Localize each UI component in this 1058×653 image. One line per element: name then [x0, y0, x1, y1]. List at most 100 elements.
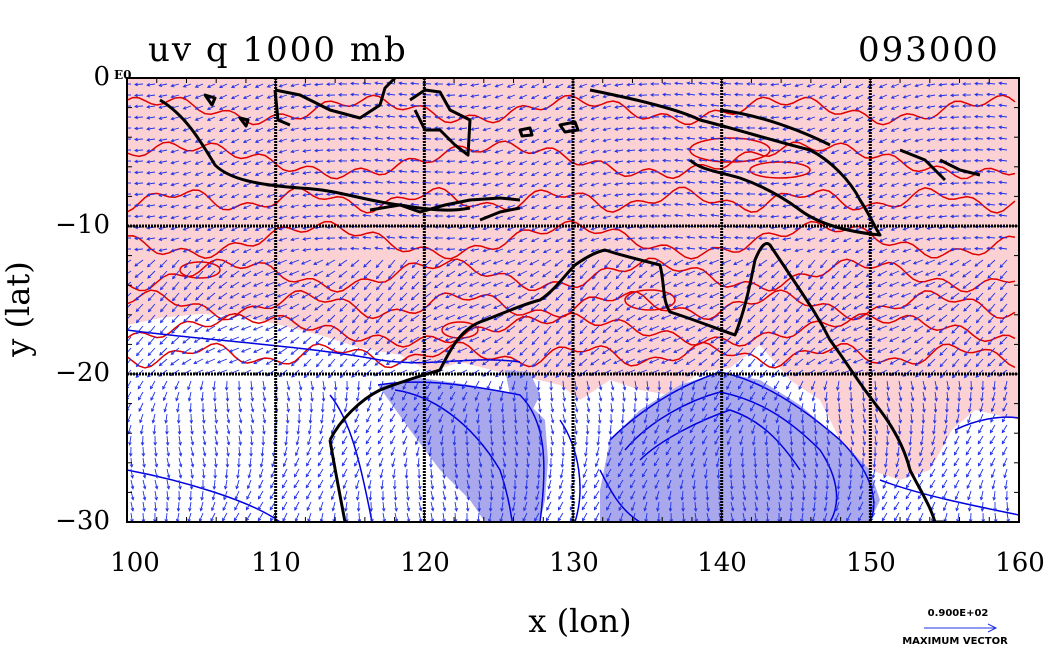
wind-vector — [637, 303, 648, 310]
wind-vector — [902, 358, 912, 366]
wind-vector — [835, 490, 840, 501]
wind-vector — [159, 281, 168, 291]
wind-vector — [385, 358, 396, 366]
wind-vector — [538, 435, 543, 446]
wind-vector — [526, 457, 530, 468]
wind-vector — [872, 457, 877, 468]
wind-vector — [950, 181, 960, 186]
wind-vector — [465, 501, 470, 512]
wind-vector — [974, 103, 984, 108]
wind-vector — [951, 347, 960, 357]
wind-vector — [562, 435, 566, 446]
wind-vector — [986, 158, 996, 163]
wind-vector — [686, 246, 696, 251]
wind-vector — [578, 160, 588, 165]
wind-vector — [625, 325, 636, 332]
wind-vector — [877, 270, 888, 277]
wind-vector — [341, 457, 348, 467]
wind-vector — [602, 138, 612, 143]
wind-vector — [429, 468, 434, 479]
wind-vector — [367, 468, 372, 479]
wind-vector — [713, 402, 720, 412]
wind-vector — [962, 82, 971, 86]
wind-vector — [493, 303, 504, 309]
wind-vector — [480, 281, 492, 287]
wind-vector — [182, 149, 192, 154]
wind-vector — [290, 160, 300, 165]
wind-vector — [561, 380, 566, 391]
wind-vector — [662, 147, 672, 152]
wind-vector — [999, 292, 1008, 302]
wind-vector — [205, 347, 216, 353]
wind-vector — [201, 468, 206, 479]
wind-vector — [375, 314, 384, 324]
wind-vector — [445, 270, 456, 277]
wind-vector — [374, 136, 384, 141]
wind-vector — [548, 468, 552, 479]
wind-vector — [350, 270, 360, 279]
wind-vector — [684, 281, 696, 287]
wind-vector — [878, 83, 888, 88]
wind-vector — [902, 105, 912, 110]
wind-vector — [190, 457, 195, 468]
wind-vector — [955, 413, 960, 424]
wind-vector — [558, 490, 564, 500]
wind-vector — [630, 490, 636, 500]
wind-vector — [507, 358, 516, 367]
wind-vector — [962, 270, 972, 278]
wind-vector — [702, 402, 708, 412]
wind-vector — [194, 171, 204, 176]
wind-vector — [182, 314, 192, 323]
wind-vector — [530, 237, 540, 243]
wind-vector — [317, 468, 324, 478]
wind-vector — [722, 147, 732, 152]
wind-vector — [782, 171, 792, 175]
wind-vector — [794, 347, 804, 356]
wind-vector — [605, 479, 612, 489]
wind-vector — [229, 292, 240, 299]
wind-vector — [146, 116, 156, 120]
wind-vector — [862, 413, 867, 424]
wind-vector — [338, 203, 348, 207]
wind-vector — [218, 127, 228, 133]
wind-vector — [939, 347, 948, 356]
wind-vector — [902, 94, 912, 99]
wind-vector — [602, 160, 612, 165]
wind-vector — [301, 292, 312, 299]
wind-vector — [159, 303, 168, 313]
wind-vector — [986, 213, 996, 218]
wind-vector — [596, 435, 600, 446]
chart-title: uv q 1000 mb — [148, 30, 408, 70]
wind-vector — [578, 237, 588, 242]
wind-vector — [889, 259, 900, 265]
wind-vector — [281, 490, 288, 500]
wind-vector — [660, 314, 672, 320]
wind-vector — [446, 126, 456, 131]
wind-vector — [162, 380, 168, 390]
wind-vector — [934, 380, 939, 391]
wind-vector — [277, 314, 288, 320]
wind-vector — [434, 170, 443, 174]
moisture-contour-red — [689, 137, 771, 163]
wind-vector — [602, 105, 612, 110]
wind-vector — [290, 215, 300, 220]
wind-vector — [302, 237, 312, 241]
wind-vector — [858, 501, 864, 511]
wind-vector — [306, 446, 312, 456]
wind-vector — [987, 281, 996, 291]
wind-vector — [494, 127, 504, 132]
wind-vector — [481, 325, 492, 332]
wind-vector — [733, 281, 744, 288]
wind-vector — [914, 105, 924, 110]
wind-vector — [450, 391, 456, 401]
wind-vector — [727, 446, 732, 457]
wind-vector — [182, 193, 192, 198]
wind-vector — [350, 259, 360, 268]
wind-vector — [278, 149, 288, 154]
wind-vector — [499, 391, 504, 402]
wind-vector — [926, 215, 936, 219]
wind-vector — [644, 402, 649, 413]
wind-vector — [182, 105, 192, 110]
wind-vector — [127, 127, 132, 129]
wind-vector — [326, 281, 336, 289]
